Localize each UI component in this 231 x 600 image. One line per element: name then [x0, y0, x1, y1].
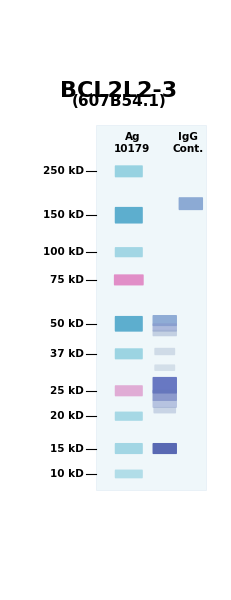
- FancyBboxPatch shape: [114, 207, 142, 224]
- Text: 10 kD: 10 kD: [50, 469, 83, 479]
- FancyBboxPatch shape: [114, 443, 142, 454]
- FancyBboxPatch shape: [114, 166, 142, 178]
- Text: 250 kD: 250 kD: [43, 166, 83, 176]
- FancyBboxPatch shape: [152, 390, 176, 401]
- FancyBboxPatch shape: [152, 330, 176, 336]
- FancyBboxPatch shape: [152, 400, 176, 408]
- FancyBboxPatch shape: [114, 247, 142, 257]
- Text: 75 kD: 75 kD: [50, 275, 83, 285]
- Text: 15 kD: 15 kD: [50, 443, 83, 454]
- Text: 37 kD: 37 kD: [50, 349, 83, 359]
- Text: BCL2L2-3: BCL2L2-3: [60, 81, 177, 101]
- FancyBboxPatch shape: [153, 407, 175, 413]
- FancyBboxPatch shape: [152, 315, 176, 326]
- FancyBboxPatch shape: [154, 364, 174, 371]
- FancyBboxPatch shape: [114, 470, 142, 478]
- FancyBboxPatch shape: [114, 348, 142, 359]
- FancyBboxPatch shape: [114, 412, 142, 421]
- FancyBboxPatch shape: [113, 274, 143, 286]
- FancyBboxPatch shape: [152, 323, 176, 332]
- Text: Ag
10179: Ag 10179: [114, 132, 150, 154]
- Text: 150 kD: 150 kD: [43, 210, 83, 220]
- Text: IgG
Cont.: IgG Cont.: [172, 132, 203, 154]
- Text: 20 kD: 20 kD: [50, 411, 83, 421]
- FancyBboxPatch shape: [95, 125, 205, 490]
- FancyBboxPatch shape: [114, 316, 142, 332]
- FancyBboxPatch shape: [114, 385, 142, 397]
- Text: 100 kD: 100 kD: [43, 247, 83, 257]
- FancyBboxPatch shape: [152, 377, 176, 394]
- FancyBboxPatch shape: [178, 197, 202, 210]
- FancyBboxPatch shape: [152, 443, 176, 454]
- Text: 50 kD: 50 kD: [50, 319, 83, 329]
- FancyBboxPatch shape: [154, 348, 174, 355]
- Text: 25 kD: 25 kD: [50, 386, 83, 396]
- Text: (607B54.1): (607B54.1): [71, 94, 166, 109]
